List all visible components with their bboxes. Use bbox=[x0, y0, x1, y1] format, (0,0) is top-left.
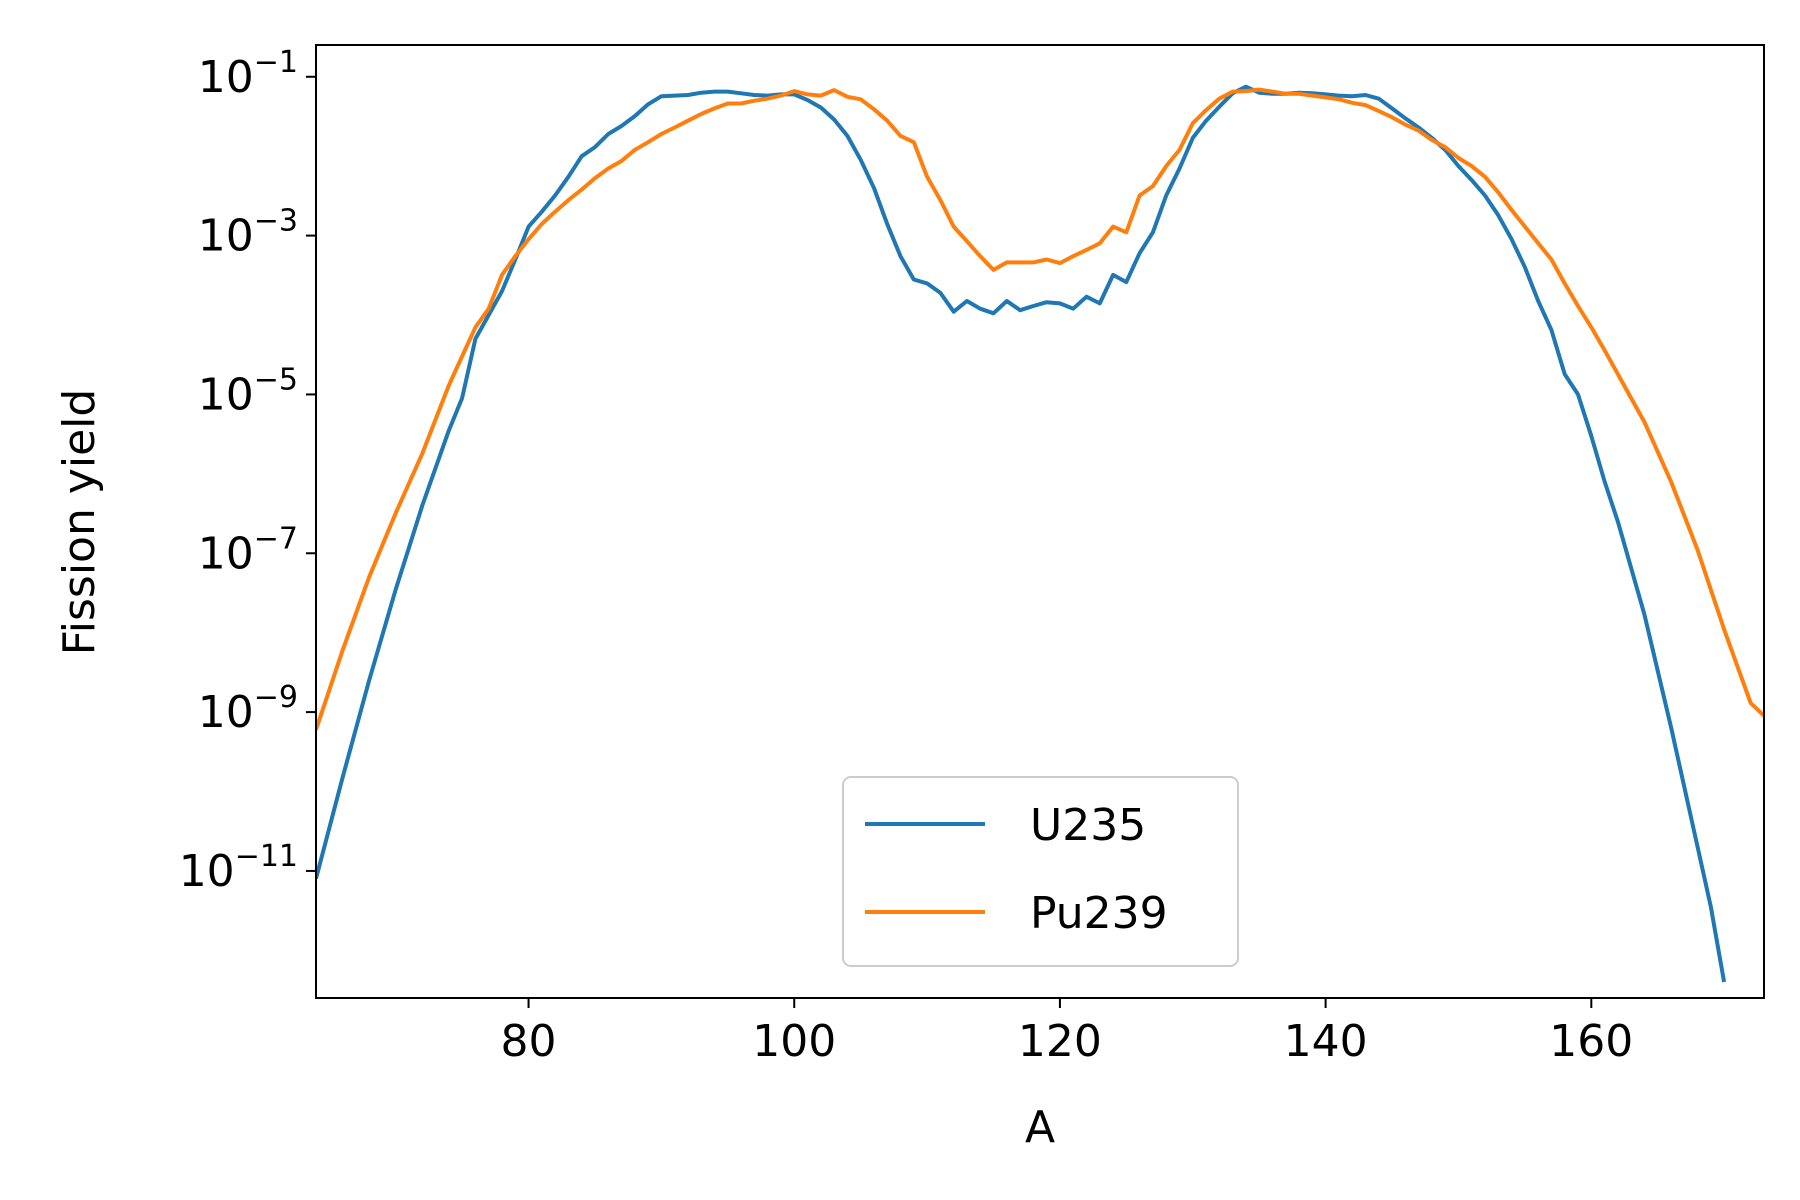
series-line-pu239 bbox=[316, 87, 1764, 731]
y-tick-label: 10−3 bbox=[198, 204, 298, 262]
x-tick-label: 80 bbox=[501, 1016, 557, 1067]
legend-label-pu239: Pu239 bbox=[1030, 888, 1168, 939]
y-tick-label: 10−5 bbox=[198, 362, 298, 420]
x-axis: 80 100 120 140 160 bbox=[501, 998, 1633, 1067]
series-layer bbox=[316, 84, 1764, 983]
y-tick-label: 10−11 bbox=[179, 839, 298, 897]
x-tick-label: 160 bbox=[1549, 1016, 1633, 1067]
x-tick-label: 100 bbox=[752, 1016, 836, 1067]
legend-label-u235: U235 bbox=[1030, 800, 1146, 851]
y-axis: 10−1 10−3 10−5 10−7 10−9 10−11 bbox=[179, 45, 316, 897]
plot-frame bbox=[315, 44, 1765, 999]
y-axis-title: Fission yield bbox=[54, 389, 105, 656]
y-tick-label: 10−7 bbox=[198, 521, 298, 579]
x-tick-label: 140 bbox=[1284, 1016, 1368, 1067]
legend: U235 Pu239 bbox=[842, 776, 1239, 967]
x-tick-label: 120 bbox=[1018, 1016, 1102, 1067]
y-tick-label: 10−9 bbox=[198, 680, 298, 738]
x-axis-title: A bbox=[1025, 1102, 1055, 1153]
series-line-u235 bbox=[316, 84, 1727, 983]
y-tick-label: 10−1 bbox=[198, 45, 298, 103]
